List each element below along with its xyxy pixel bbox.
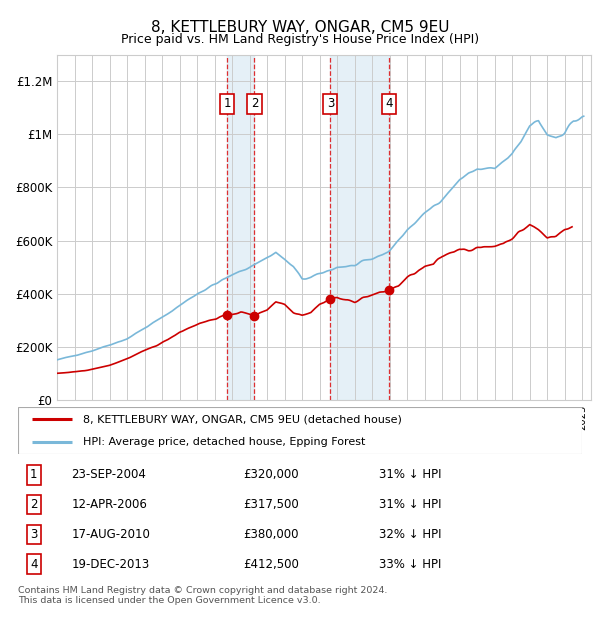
Text: 31% ↓ HPI: 31% ↓ HPI (379, 498, 442, 511)
Text: 8, KETTLEBURY WAY, ONGAR, CM5 9EU: 8, KETTLEBURY WAY, ONGAR, CM5 9EU (151, 20, 449, 35)
Text: 3: 3 (327, 97, 334, 110)
Text: £380,000: £380,000 (244, 528, 299, 541)
Text: 8, KETTLEBURY WAY, ONGAR, CM5 9EU (detached house): 8, KETTLEBURY WAY, ONGAR, CM5 9EU (detac… (83, 414, 402, 425)
Text: 4: 4 (385, 97, 393, 110)
Text: £412,500: £412,500 (244, 558, 299, 570)
Text: 2: 2 (30, 498, 38, 511)
Text: 12-APR-2006: 12-APR-2006 (71, 498, 148, 511)
Text: 33% ↓ HPI: 33% ↓ HPI (379, 558, 442, 570)
Text: Contains HM Land Registry data © Crown copyright and database right 2024.
This d: Contains HM Land Registry data © Crown c… (18, 586, 388, 605)
Text: Price paid vs. HM Land Registry's House Price Index (HPI): Price paid vs. HM Land Registry's House … (121, 33, 479, 46)
FancyBboxPatch shape (18, 407, 582, 454)
Text: 19-DEC-2013: 19-DEC-2013 (71, 558, 150, 570)
Text: 31% ↓ HPI: 31% ↓ HPI (379, 469, 442, 481)
Text: 32% ↓ HPI: 32% ↓ HPI (379, 528, 442, 541)
Text: 2: 2 (251, 97, 258, 110)
Text: 23-SEP-2004: 23-SEP-2004 (71, 469, 146, 481)
Text: £320,000: £320,000 (244, 469, 299, 481)
Bar (331, 55, 389, 400)
Text: 4: 4 (30, 558, 38, 570)
Text: 17-AUG-2010: 17-AUG-2010 (71, 528, 151, 541)
Text: 1: 1 (223, 97, 231, 110)
Text: HPI: Average price, detached house, Epping Forest: HPI: Average price, detached house, Eppi… (83, 436, 365, 447)
Text: 3: 3 (30, 528, 37, 541)
Text: £317,500: £317,500 (244, 498, 299, 511)
Text: 1: 1 (30, 469, 38, 481)
Bar (227, 55, 254, 400)
